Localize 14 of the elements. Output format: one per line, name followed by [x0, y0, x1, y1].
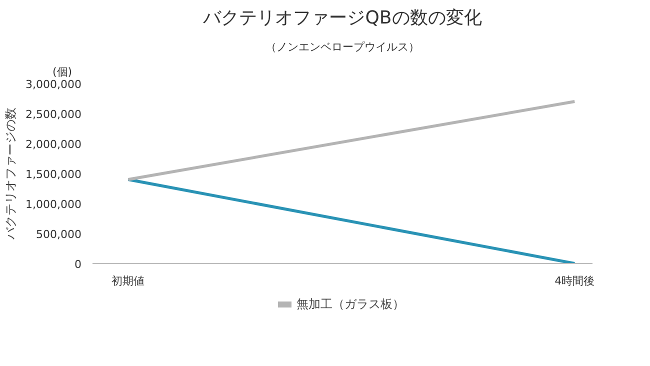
text: (個): [52, 66, 72, 78]
chart-title: バクテリオファージQBの数の変化: [202, 8, 482, 28]
chart-subtitle: （ノンエンベロープウイルス）: [266, 40, 420, 54]
y-tick-label: 500,000: [36, 228, 82, 241]
y-tick-label: 1,000,000: [26, 198, 82, 211]
y-tick-label: 2,000,000: [26, 138, 82, 151]
y-tick-label: 3,000,000: [26, 78, 82, 91]
x-tick-label: 4時間後: [554, 274, 595, 288]
y-tick-label: 2,500,000: [26, 108, 82, 121]
legend-label: 無加工（ガラス板）: [296, 296, 404, 312]
y-axis-title: バクテリオファージの数: [4, 108, 18, 240]
y-tick-label: 0: [74, 258, 82, 271]
y-tick-label: 1,500,000: [26, 168, 82, 181]
x-tick-label: 初期値: [112, 274, 145, 288]
